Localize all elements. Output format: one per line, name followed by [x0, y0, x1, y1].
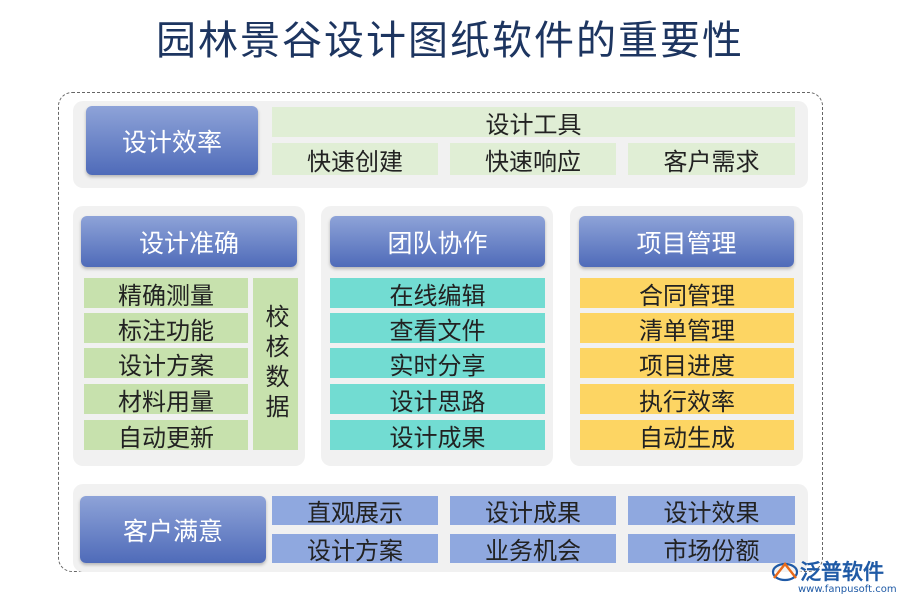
satisfaction-item: 业务机会	[450, 534, 616, 565]
team-header: 团队协作	[330, 216, 545, 267]
efficiency-item: 客户需求	[628, 143, 795, 176]
accuracy-item: 设计方案	[84, 348, 248, 380]
accuracy-item: 材料用量	[84, 384, 248, 416]
accuracy-side-label: 校核数据	[253, 278, 298, 450]
logo-name: 泛普软件	[800, 560, 884, 584]
satisfaction-item: 市场份额	[628, 534, 795, 565]
logo-url: www.fanpusoft.com	[798, 584, 897, 595]
satisfaction-item: 设计方案	[272, 534, 438, 565]
team-item: 实时分享	[330, 348, 545, 380]
satisfaction-item: 设计效果	[628, 496, 795, 527]
satisfaction-header: 客户满意	[80, 496, 266, 563]
team-item: 设计成果	[330, 420, 545, 452]
team-item: 在线编辑	[330, 278, 545, 310]
efficiency-header: 设计效率	[86, 106, 258, 175]
accuracy-header: 设计准确	[81, 216, 297, 267]
team-item: 查看文件	[330, 313, 545, 345]
project-item: 项目进度	[580, 348, 794, 380]
project-item: 自动生成	[580, 420, 794, 452]
accuracy-item: 自动更新	[84, 420, 248, 452]
efficiency-tool: 设计工具	[272, 107, 795, 139]
efficiency-item: 快速响应	[450, 143, 616, 176]
team-item: 设计思路	[330, 384, 545, 416]
brand-logo: 泛普软件 www.fanpusoft.com	[770, 556, 898, 600]
project-item: 合同管理	[580, 278, 794, 310]
efficiency-item: 快速创建	[272, 143, 438, 176]
project-item: 清单管理	[580, 313, 794, 345]
project-header: 项目管理	[579, 216, 794, 267]
project-item: 执行效率	[580, 384, 794, 416]
page-title: 园林景谷设计图纸软件的重要性	[156, 18, 744, 64]
accuracy-item: 精确测量	[84, 278, 248, 310]
logo-mark-icon	[771, 562, 799, 582]
satisfaction-item: 设计成果	[450, 496, 616, 527]
satisfaction-item: 直观展示	[272, 496, 438, 527]
accuracy-item: 标注功能	[84, 313, 248, 345]
